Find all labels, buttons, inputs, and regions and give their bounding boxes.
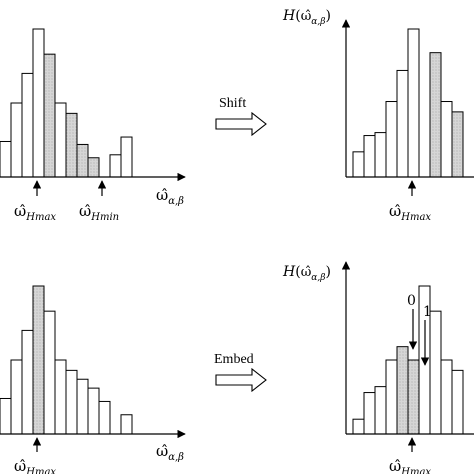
hmax-label: ω̂Hmax	[389, 457, 431, 474]
hmax-label: ω̂Hmax	[389, 202, 431, 223]
hmin-label: ω̂Hmin	[79, 202, 119, 223]
histogram-bar-shaded	[87, 157, 100, 178]
histogram-bar	[363, 135, 376, 178]
histogram-bar	[54, 102, 67, 178]
histogram-bar	[374, 386, 387, 435]
histogram-bar	[21, 329, 34, 435]
histogram-bar	[385, 101, 398, 178]
histogram-bar	[10, 102, 23, 178]
y-axis-label: H(ω̂α,β)	[282, 8, 331, 27]
panel-embedded-bottom: H(ω̂α,β) 0 1 ω̂Hmax	[282, 261, 474, 474]
histogram-bar	[407, 28, 420, 178]
histogram-bar-shaded	[429, 52, 442, 178]
histogram-bar-shaded	[76, 143, 89, 178]
histogram-bar	[385, 359, 398, 435]
histogram-bar	[451, 369, 464, 435]
histogram-bar-shaded	[407, 359, 420, 435]
histogram-bar	[440, 101, 453, 178]
bit-one-label: 1	[423, 304, 432, 320]
histogram-bar	[352, 418, 365, 435]
histogram-bar-shaded	[396, 346, 409, 435]
shift-label: Shift	[219, 96, 246, 111]
histogram-bar	[440, 359, 453, 435]
embed-label: Embed	[214, 352, 254, 367]
x-axis-label: ω̂α,β	[156, 186, 184, 207]
omega-symbol: ω̂	[156, 186, 168, 204]
panel-shifted-top: H(ω̂α,β) ω̂Hmax	[282, 8, 474, 223]
histogram-bar	[352, 151, 365, 178]
histogram-bar-shaded	[32, 285, 45, 435]
hmax-label: ω̂Hmax	[14, 457, 56, 474]
histogram-bars	[0, 285, 133, 435]
histogram-bar	[363, 392, 376, 435]
histogram-bar	[0, 140, 12, 178]
histogram-bar	[87, 387, 100, 435]
histogram-bar	[109, 154, 122, 178]
histogram-bar	[429, 310, 442, 435]
y-axis-label: H(ω̂α,β)	[282, 264, 331, 283]
embed-hollow-arrow	[215, 367, 267, 393]
histogram-bar	[396, 69, 409, 178]
histogram-bar	[0, 397, 12, 435]
histogram-bar	[10, 359, 23, 435]
histogram-bar	[76, 378, 89, 435]
panel-original-bottom: ω̂α,β ω̂Hmax	[0, 285, 186, 474]
histogram-bar	[120, 136, 133, 178]
histogram-bar-shaded	[43, 53, 56, 178]
shift-transition: Shift	[215, 96, 267, 137]
embed-transition: Embed	[214, 352, 267, 393]
histogram-bar	[65, 369, 78, 435]
histogram-bars	[352, 28, 464, 178]
hmax-label: ω̂Hmax	[14, 202, 56, 223]
shift-hollow-arrow	[215, 111, 267, 137]
histogram-bar	[374, 132, 387, 178]
histogram-bar	[98, 400, 111, 435]
histogram-bar	[54, 359, 67, 435]
histogram-bar-shaded	[451, 111, 464, 178]
histogram-bar	[32, 28, 45, 178]
panel-original-top: ω̂α,β ω̂Hmax ω̂Hmin	[0, 28, 186, 223]
histogram-bar	[120, 414, 133, 435]
x-axis-label: ω̂α,β	[156, 442, 184, 463]
histogram-bars	[0, 28, 133, 178]
omega-subscript: α,β	[168, 196, 184, 207]
histogram-bar-shaded	[65, 112, 78, 178]
bit-zero-label: 0	[407, 293, 416, 309]
histogram-bar	[21, 72, 34, 178]
histogram-bar	[43, 310, 56, 435]
